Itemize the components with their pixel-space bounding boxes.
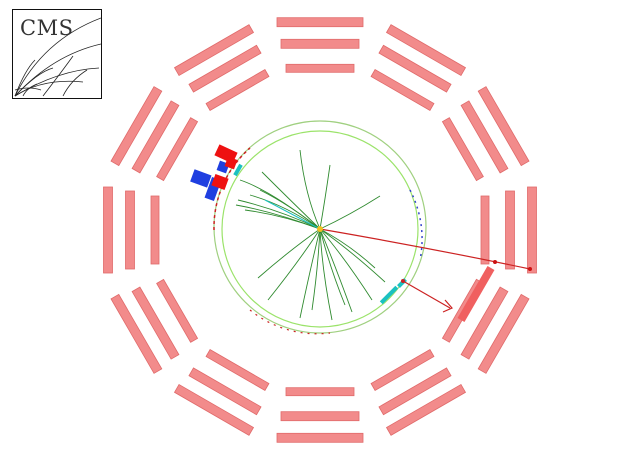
calorimeter-deposits (190, 144, 407, 305)
track (267, 228, 321, 301)
track (319, 228, 353, 313)
track (299, 149, 321, 230)
muon-chamber (441, 117, 484, 182)
muon-chamber (156, 278, 199, 343)
tracker-boundary-outer (213, 120, 427, 334)
muon-chamber (285, 387, 355, 397)
muon-chamber (280, 38, 360, 49)
muon-chamber (285, 63, 355, 73)
calorimeter-ring-hits (249, 309, 331, 335)
muon-chamber (460, 100, 509, 174)
track (257, 228, 321, 279)
tracker-boundary (221, 130, 419, 328)
track (311, 228, 321, 311)
muon-chamber (480, 195, 490, 265)
track (299, 228, 321, 319)
calorimeter-ring-hits (409, 189, 423, 261)
muon-chamber (188, 44, 262, 93)
muon-chamber (205, 68, 270, 112)
muon-chamber (460, 286, 509, 360)
muon-chamber (477, 293, 530, 374)
track (249, 194, 321, 230)
preshower-hit (233, 163, 243, 177)
track (319, 228, 333, 321)
muon-chamber (276, 17, 364, 28)
track (319, 228, 373, 301)
muon-chambers (103, 17, 537, 443)
muon-arrow-origin (401, 279, 405, 283)
muon-chamber (477, 86, 530, 167)
muon-chamber (173, 24, 255, 77)
charged-tracks (235, 149, 386, 321)
ecal-deposit (211, 173, 229, 191)
muon-chamber (110, 86, 163, 167)
muon-chamber (370, 348, 435, 392)
muon-chamber (385, 24, 467, 77)
muon-chamber (110, 293, 163, 374)
muon-chamber (150, 195, 160, 265)
track (319, 195, 381, 230)
ecal-deposit (224, 156, 238, 170)
muon-chamber (131, 100, 180, 174)
cms-logo-icon (14, 17, 101, 97)
muon-chamber (370, 68, 435, 112)
preshower-hit (379, 285, 399, 305)
muon-chamber (385, 383, 467, 436)
muon-chamber (173, 383, 255, 436)
muon-chamber (205, 348, 270, 392)
cms-logo: CMS (12, 9, 102, 99)
muon-chamber (378, 367, 452, 416)
muon-arrow-head (442, 299, 453, 313)
hcal-deposit (190, 169, 212, 188)
muon-chamber (125, 190, 135, 270)
muon-chamber (378, 44, 452, 93)
muon-hit (528, 267, 532, 271)
tracker-region (213, 120, 427, 335)
muon-chamber (280, 411, 360, 422)
muon-track-group (319, 228, 532, 313)
track (261, 171, 321, 230)
muon-arrow (402, 280, 451, 309)
track (319, 228, 386, 283)
muon-chamber (103, 186, 113, 274)
muon-chamber (131, 286, 180, 360)
muon-chamber (276, 432, 364, 443)
muon-chamber (505, 190, 515, 270)
muon-track (319, 228, 531, 270)
muon-hit (493, 260, 497, 264)
muon-chamber (156, 117, 199, 182)
track (319, 164, 331, 230)
muon-chamber (188, 367, 262, 416)
track (319, 228, 376, 269)
track (235, 204, 321, 230)
track (264, 199, 321, 230)
track (259, 189, 321, 230)
vertex-icon (317, 226, 323, 232)
muon-chamber (527, 186, 537, 274)
track (319, 228, 346, 306)
logo-text: CMS (20, 16, 74, 40)
muon-chamber-hit (457, 266, 495, 322)
